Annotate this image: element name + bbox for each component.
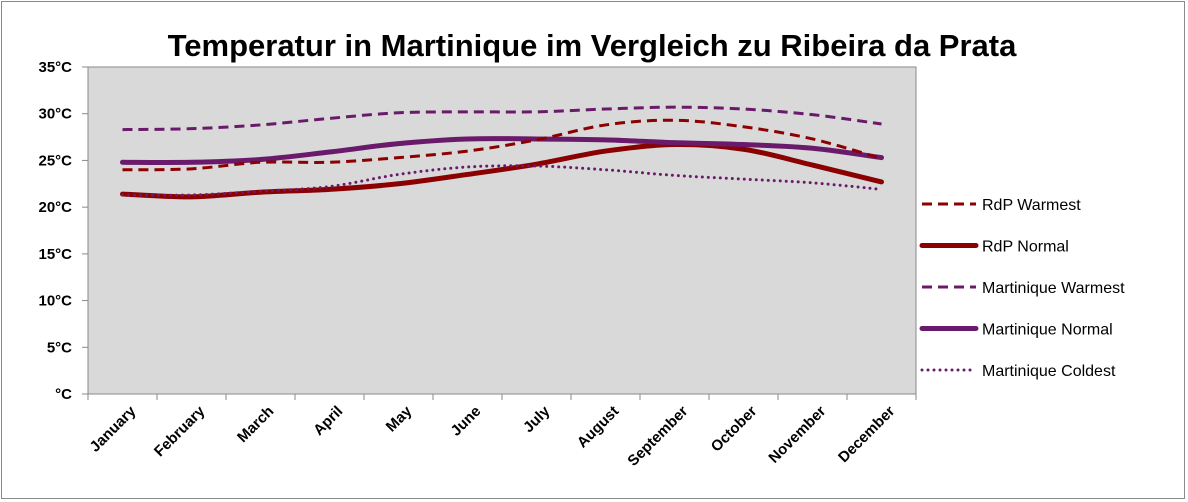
y-tick-label: 25°C bbox=[38, 152, 72, 169]
x-tick-label: July bbox=[520, 402, 554, 436]
x-tick-label: March bbox=[234, 403, 277, 446]
series-line-martinique-warmest bbox=[122, 105, 882, 132]
series-line-martinique-coldest bbox=[121, 164, 883, 197]
y-tick-label: 5°C bbox=[47, 339, 72, 356]
legend-label: Martinique Coldest bbox=[982, 363, 1116, 380]
legend-item-rdp-normal: RdP Normal bbox=[919, 239, 1069, 256]
plot-background bbox=[87, 66, 917, 395]
x-tick-label: June bbox=[448, 403, 485, 440]
legend-label: RdP Warmest bbox=[982, 197, 1081, 214]
legend-label: Martinique Normal bbox=[982, 322, 1113, 339]
legend: RdP Warmest RdP Normal Martinique Warmest M… bbox=[919, 197, 1125, 380]
x-tick-label: September bbox=[624, 403, 691, 470]
chart-title: Temperatur in Martinique im Vergleich zu… bbox=[168, 28, 1017, 63]
y-tick-label: 15°C bbox=[38, 246, 72, 263]
x-tick-label: January bbox=[87, 402, 140, 455]
x-tick-label: October bbox=[708, 403, 761, 456]
series-line-rdp-warmest bbox=[122, 118, 882, 172]
plot-area: °C 5°C 10°C 15°C 20°C 25°C 30°C 35°C January Febr… bbox=[38, 59, 917, 470]
y-tick-label: 10°C bbox=[38, 293, 72, 310]
y-tick-label: °C bbox=[55, 386, 72, 403]
x-tick-label: February bbox=[151, 402, 209, 460]
legend-item-martinique-warmest: Martinique Warmest bbox=[922, 280, 1125, 297]
legend-item-martinique-coldest: Martinique Coldest bbox=[920, 363, 1116, 380]
x-tick-label: November bbox=[765, 403, 829, 467]
x-tick-label: August bbox=[574, 403, 623, 452]
x-tick-label: May bbox=[383, 402, 416, 435]
legend-label: Martinique Warmest bbox=[982, 280, 1125, 297]
legend-item-rdp-warmest: RdP Warmest bbox=[922, 197, 1081, 214]
y-tick-label: 30°C bbox=[38, 106, 72, 123]
y-tick-label: 35°C bbox=[38, 59, 72, 76]
series-line-martinique-normal bbox=[120, 136, 884, 166]
x-tick-label: April bbox=[310, 403, 346, 439]
legend-label: RdP Normal bbox=[982, 239, 1069, 256]
y-tick-label: 20°C bbox=[38, 199, 72, 216]
x-tick-label: December bbox=[835, 403, 898, 466]
legend-item-martinique-normal: Martinique Normal bbox=[919, 322, 1113, 339]
